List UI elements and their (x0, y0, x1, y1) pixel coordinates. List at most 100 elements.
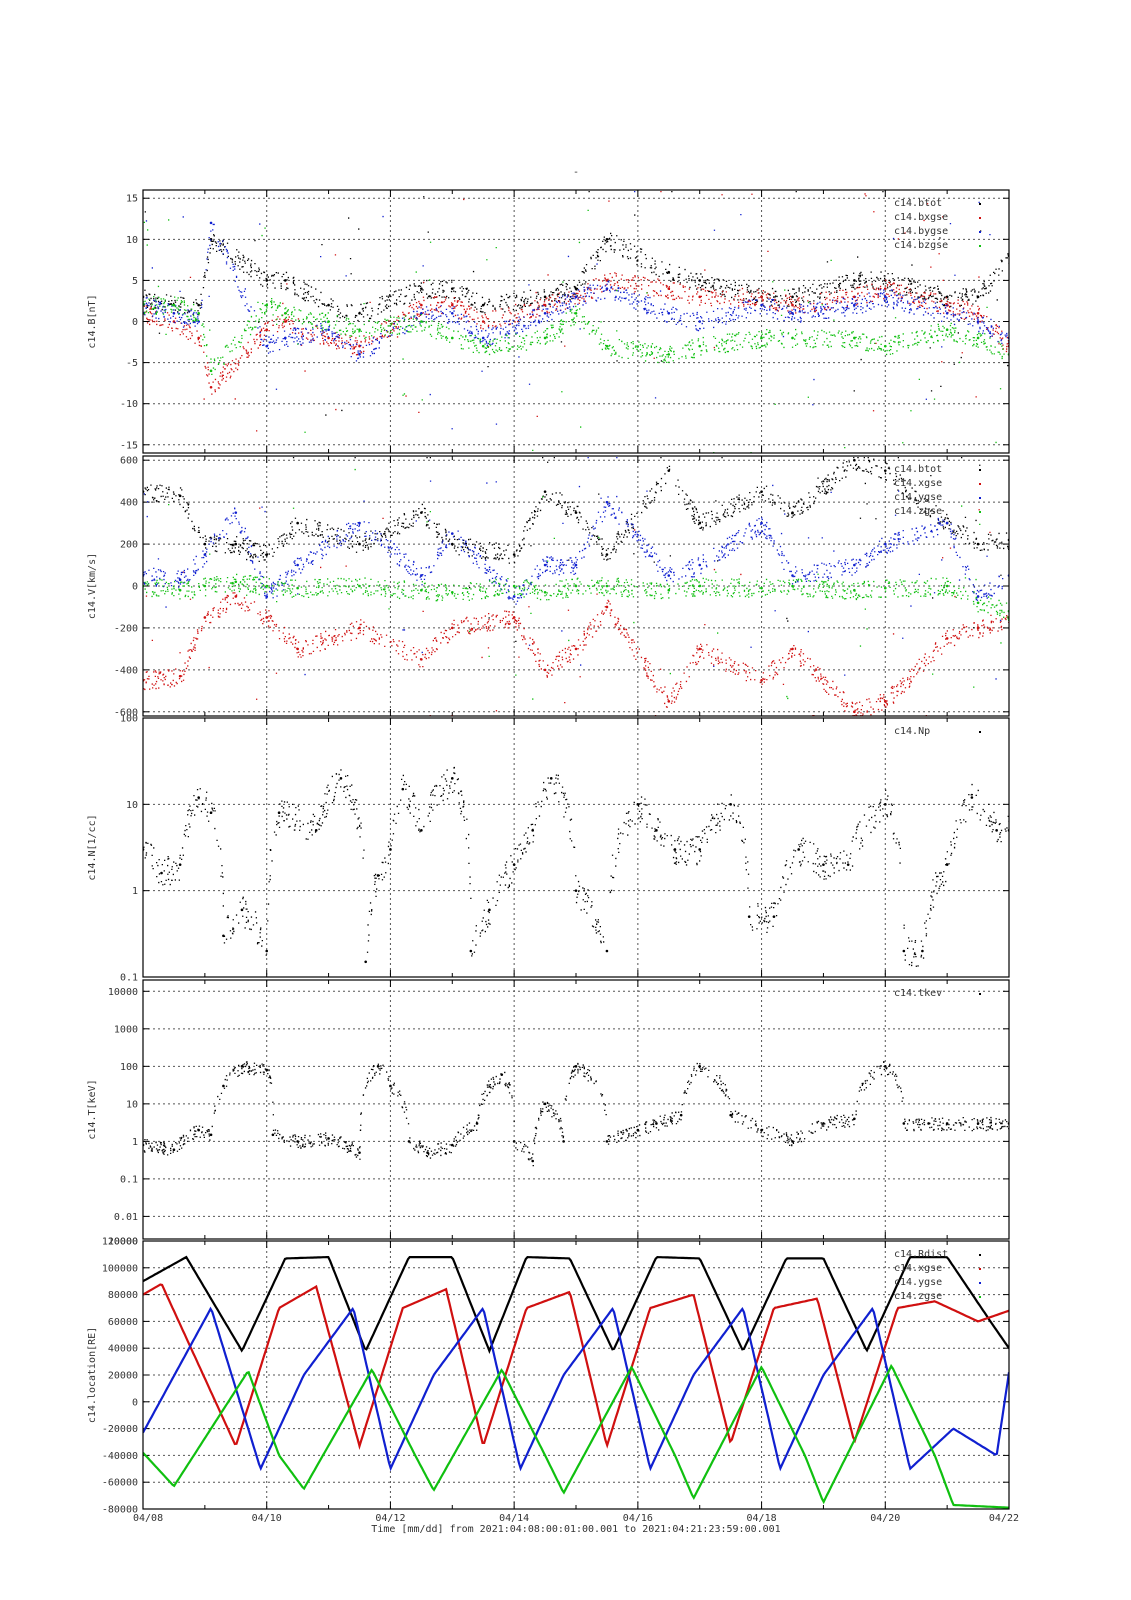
data-point (976, 311, 980, 315)
y-tick-label: 0 (132, 582, 138, 593)
data-point (172, 1148, 176, 1151)
data-point (667, 700, 671, 703)
data-point (389, 1084, 392, 1088)
y-tick-label: -400 (114, 665, 138, 676)
panel-4: 10000 1000 100 10 1 0.1 0.01 c14.T[keV] c14.tkev (87, 979, 1010, 1240)
data-point (883, 542, 887, 546)
data-point (605, 553, 609, 556)
legend-swatch (979, 231, 981, 233)
y-tick-label: -10 (120, 399, 138, 410)
panel-frame (142, 979, 1010, 1240)
panel-2: 600 400 200 0 -200 -400 -600 c14.V[km/s] c14.bto… (87, 455, 1010, 718)
scatter-points (143, 191, 1009, 430)
y-tick-label: -5 (126, 358, 138, 369)
data-point (265, 949, 269, 953)
data-point (760, 679, 763, 682)
y-tick-label: 1 (132, 1137, 138, 1148)
series-line (143, 1283, 1009, 1450)
data-point (358, 1151, 361, 1154)
y-tick-label: -15 (120, 440, 138, 451)
data-point (883, 295, 887, 299)
data-point (420, 303, 423, 307)
legend-entry: c14.btot (894, 464, 942, 475)
data-point (543, 490, 547, 493)
data-point (203, 584, 207, 588)
data-point (265, 1068, 269, 1072)
data-point (543, 336, 547, 340)
x-axis-label: Time [mm/dd] from 2021:04:08:00:01:00.00… (371, 1524, 780, 1535)
data-point (277, 811, 281, 814)
y-tick-label: 100 (120, 1062, 138, 1073)
data-point (772, 915, 776, 918)
grid (143, 717, 1009, 978)
x-axis: 04/08 04/10 04/12 04/14 04/16 04/18 04/20 04/22 (133, 1513, 1019, 1524)
scatter-points (144, 457, 1009, 642)
data-point (531, 1159, 534, 1163)
legend-swatch (979, 1268, 981, 1270)
series-group (143, 1255, 1009, 1509)
y-tick-label: 1000 (114, 1024, 138, 1035)
x-tick-label: 04/12 (375, 1513, 405, 1524)
data-point (512, 584, 516, 588)
data-point (543, 563, 547, 567)
series-c14-xgse (143, 507, 1009, 716)
legend-swatch (979, 483, 981, 485)
data-point (283, 279, 287, 282)
data-point (512, 1140, 516, 1143)
data-point (853, 563, 856, 567)
data-point (296, 586, 299, 590)
data-point (976, 601, 980, 605)
data-point (698, 848, 702, 851)
data-point (853, 303, 856, 307)
data-point (853, 458, 856, 462)
y-tick-label: 0 (132, 1397, 138, 1408)
legend-entry: c14.bxgse (894, 212, 948, 223)
x-tick-label: 04/18 (747, 1513, 777, 1524)
data-point (450, 311, 454, 315)
data-point (488, 908, 491, 912)
series-c14-zgse (143, 1363, 1009, 1509)
y-tick-label: 5 (132, 276, 138, 287)
x-tick-label: 04/16 (623, 1513, 653, 1524)
data-point (364, 960, 367, 964)
data-point (389, 848, 392, 851)
series-group (143, 766, 1009, 967)
scatter-points (143, 209, 1005, 453)
series-c14-Np (143, 766, 1009, 967)
x-tick-label: 04/14 (499, 1513, 529, 1524)
data-point (970, 796, 974, 799)
panel-frame (142, 189, 1010, 454)
data-point (791, 295, 794, 299)
data-point (605, 584, 609, 588)
y-tick-label: 600 (120, 456, 138, 467)
panel-5: 100000 80000 60000 40000 20000 0 -20000 -40000 -… (87, 1237, 1010, 1516)
panel-frame (142, 455, 1010, 717)
legend-entry: c14.ygse (894, 492, 942, 503)
data-point (234, 580, 238, 584)
y-tick-label: 15 (126, 194, 138, 205)
y-tick-label: 10 (126, 235, 138, 246)
legend-swatch (979, 245, 981, 247)
y-tick-label: 0 (132, 317, 138, 328)
series-c14-bzgse (143, 209, 1009, 453)
data-point (883, 700, 887, 703)
data-point (420, 287, 423, 290)
scatter-points (144, 191, 1009, 416)
y-tick-label: 10 (126, 1099, 138, 1110)
data-point (698, 295, 702, 299)
data-point (822, 863, 825, 866)
data-point (197, 336, 200, 340)
series-group (143, 1061, 1009, 1167)
y-tick-label: 0.1 (120, 1174, 138, 1185)
data-point (976, 595, 980, 598)
data-point (271, 1133, 275, 1137)
y-tick-label: 10 (126, 800, 138, 811)
data-point (747, 915, 751, 918)
data-point (698, 320, 702, 323)
data-point (450, 590, 454, 594)
data-point (797, 848, 800, 851)
series-c14-zgse (143, 468, 1009, 700)
data-point (945, 584, 949, 588)
series-group (143, 457, 1009, 716)
data-point (481, 344, 485, 348)
